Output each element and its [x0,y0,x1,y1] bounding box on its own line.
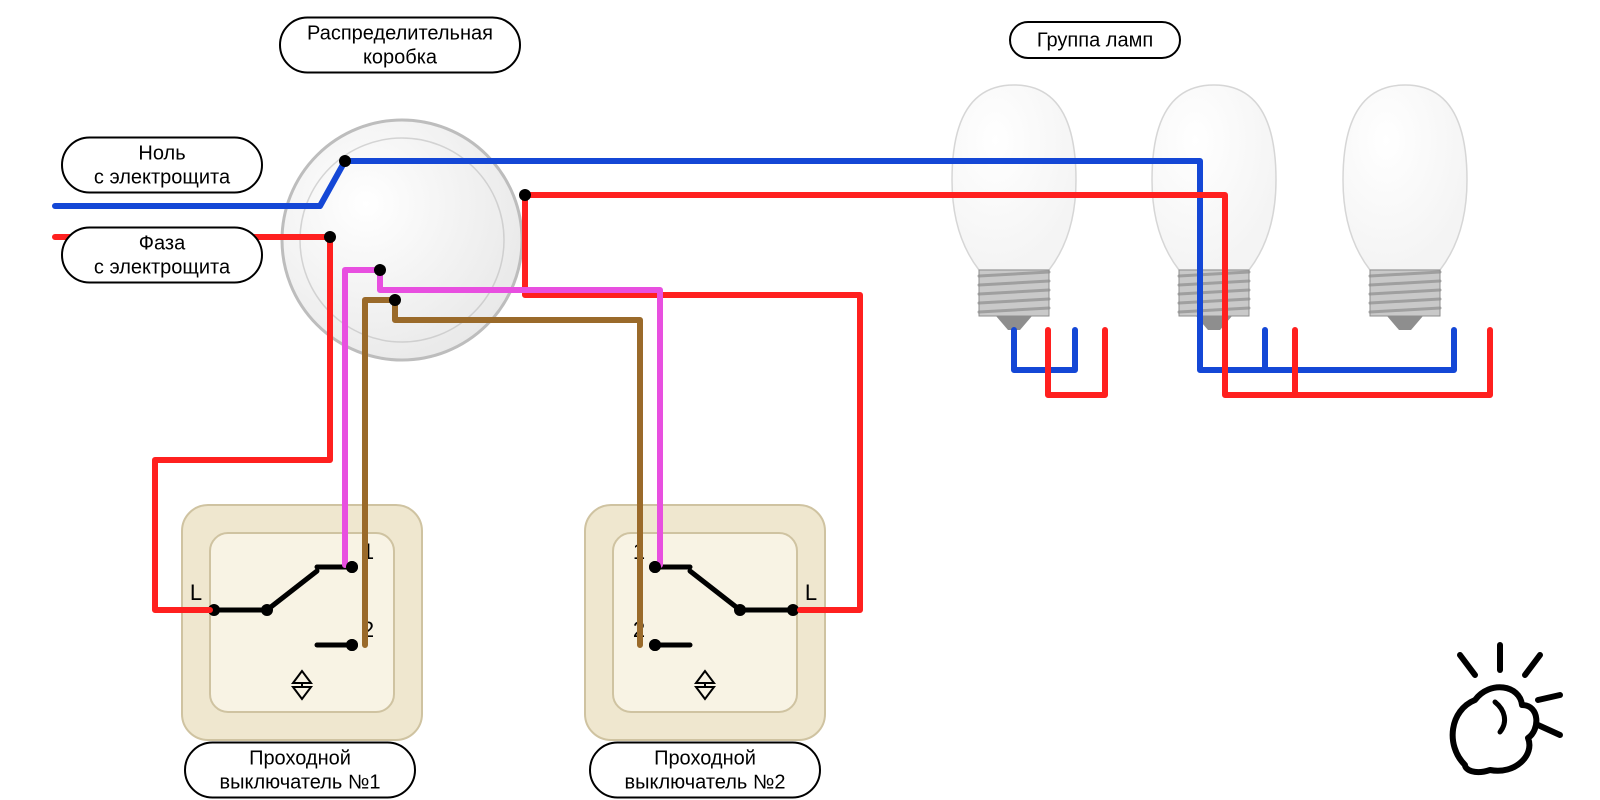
light-bulb [1343,85,1467,330]
svg-text:выключатель №2: выключатель №2 [625,771,786,793]
logo-icon [1453,645,1560,772]
svg-text:выключатель №1: выключатель №1 [220,771,381,793]
svg-text:Ноль: Ноль [138,142,185,164]
svg-text:с электрощита: с электрощита [94,256,231,278]
light-bulb [1152,85,1276,330]
label-junction-box: Распределительнаякоробка [280,18,520,73]
two-way-switch-1: L12 [182,505,422,740]
svg-text:Распределительная: Распределительная [307,22,493,44]
label-phase: Фазас электрощита [62,228,262,283]
svg-text:с электрощита: с электрощита [94,166,231,188]
svg-text:коробка: коробка [363,46,438,68]
label-lamps: Группа ламп [1010,22,1180,58]
label-switch-2: Проходнойвыключатель №2 [590,743,820,798]
label-switch-1: Проходнойвыключатель №1 [185,743,415,798]
label-neutral: Нольс электрощита [62,138,262,193]
svg-text:Проходной: Проходной [654,747,756,769]
svg-text:Группа ламп: Группа ламп [1037,29,1153,51]
svg-text:Проходной: Проходной [249,747,351,769]
light-bulb [952,85,1076,330]
wiring-diagram: L12L12РаспределительнаякоробкаНольс элек… [0,0,1600,800]
svg-text:L: L [805,580,817,605]
two-way-switch-2: L12 [585,505,825,740]
svg-text:Фаза: Фаза [139,232,186,254]
svg-text:L: L [190,580,202,605]
